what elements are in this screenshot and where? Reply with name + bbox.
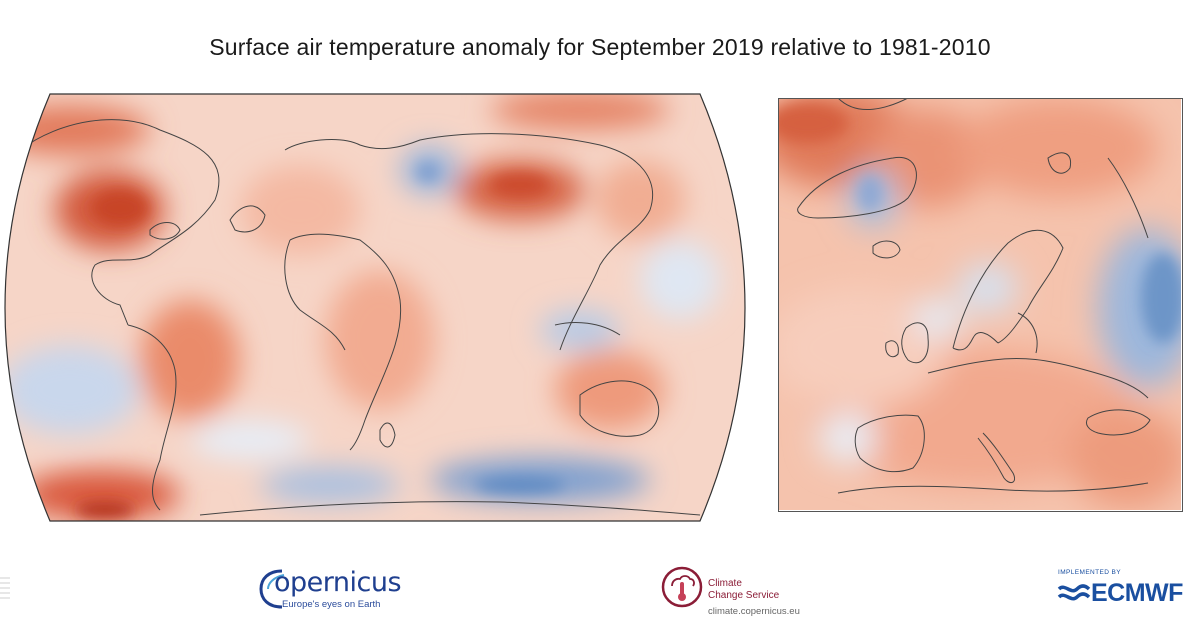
europe-anomaly-map	[778, 98, 1181, 510]
implemented-by-label: IMPLEMENTED BY	[1058, 569, 1122, 576]
map-title: Surface air temperature anomaly for Sept…	[209, 34, 991, 60]
edge-lines-icon	[0, 577, 10, 599]
c3s-url: climate.copernicus.eu	[708, 606, 800, 617]
copernicus-swoosh-icon	[259, 569, 285, 609]
ecmwf-name: ECMWF	[1091, 579, 1183, 607]
copernicus-tagline: Europe's eyes on Earth	[282, 599, 381, 610]
ecmwf-logo[interactable]: IMPLEMENTED BY ECMWF	[1055, 569, 1190, 609]
c3s-line1: Climate	[708, 578, 742, 589]
world-anomaly-map	[4, 93, 746, 522]
thermometer-cloud-icon	[661, 566, 703, 608]
ecmwf-wave-icon	[1057, 584, 1091, 601]
copernicus-name: opernicus	[274, 567, 402, 598]
copernicus-logo[interactable]: opernicus Europe's eyes on Earth	[258, 565, 402, 615]
c3s-logo[interactable]: Climate Change Service climate.copernicu…	[660, 564, 830, 617]
c3s-line2: Change Service	[708, 590, 780, 601]
